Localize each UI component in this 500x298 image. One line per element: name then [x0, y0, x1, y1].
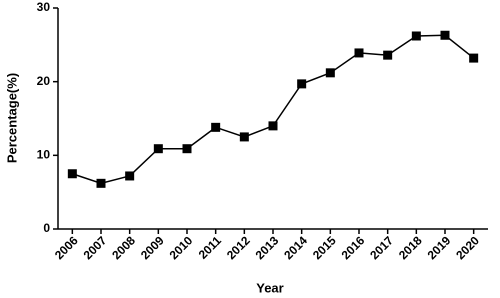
y-tick-label: 10	[37, 148, 51, 162]
marker	[153, 144, 163, 154]
marker	[411, 31, 421, 41]
y-axis-label: Percentage(%)	[4, 73, 19, 163]
x-tick-label: 2020	[453, 233, 482, 262]
x-tick-label: 2019	[425, 233, 454, 262]
marker	[125, 171, 135, 181]
x-tick-label: 2013	[253, 233, 282, 262]
x-tick-label: 2017	[367, 233, 396, 262]
marker	[440, 30, 450, 40]
x-tick-label: 2015	[310, 233, 339, 262]
x-tick-label: 2007	[81, 233, 110, 262]
marker	[325, 68, 335, 78]
marker	[469, 53, 479, 63]
x-tick-label: 2016	[339, 233, 368, 262]
marker	[297, 79, 307, 89]
y-tick-label: 20	[37, 74, 51, 88]
marker	[211, 122, 221, 132]
x-tick-label: 2014	[281, 233, 310, 262]
x-axis-label: Year	[256, 280, 283, 295]
x-tick-label: 2008	[109, 233, 138, 262]
marker	[383, 50, 393, 60]
marker	[182, 144, 192, 154]
y-tick-label: 0	[43, 221, 50, 235]
x-tick-label: 2009	[138, 233, 167, 262]
marker	[268, 121, 278, 131]
marker	[67, 169, 77, 179]
y-tick-label: 30	[37, 0, 51, 14]
x-tick-label: 2010	[167, 233, 196, 262]
x-tick-label: 2011	[196, 233, 225, 262]
x-tick-label: 2012	[224, 233, 253, 262]
marker	[354, 48, 364, 58]
marker	[239, 132, 249, 142]
x-tick-label: 2006	[52, 233, 81, 262]
marker	[96, 178, 106, 188]
line	[72, 34, 475, 185]
x-tick-label: 2018	[396, 233, 425, 262]
